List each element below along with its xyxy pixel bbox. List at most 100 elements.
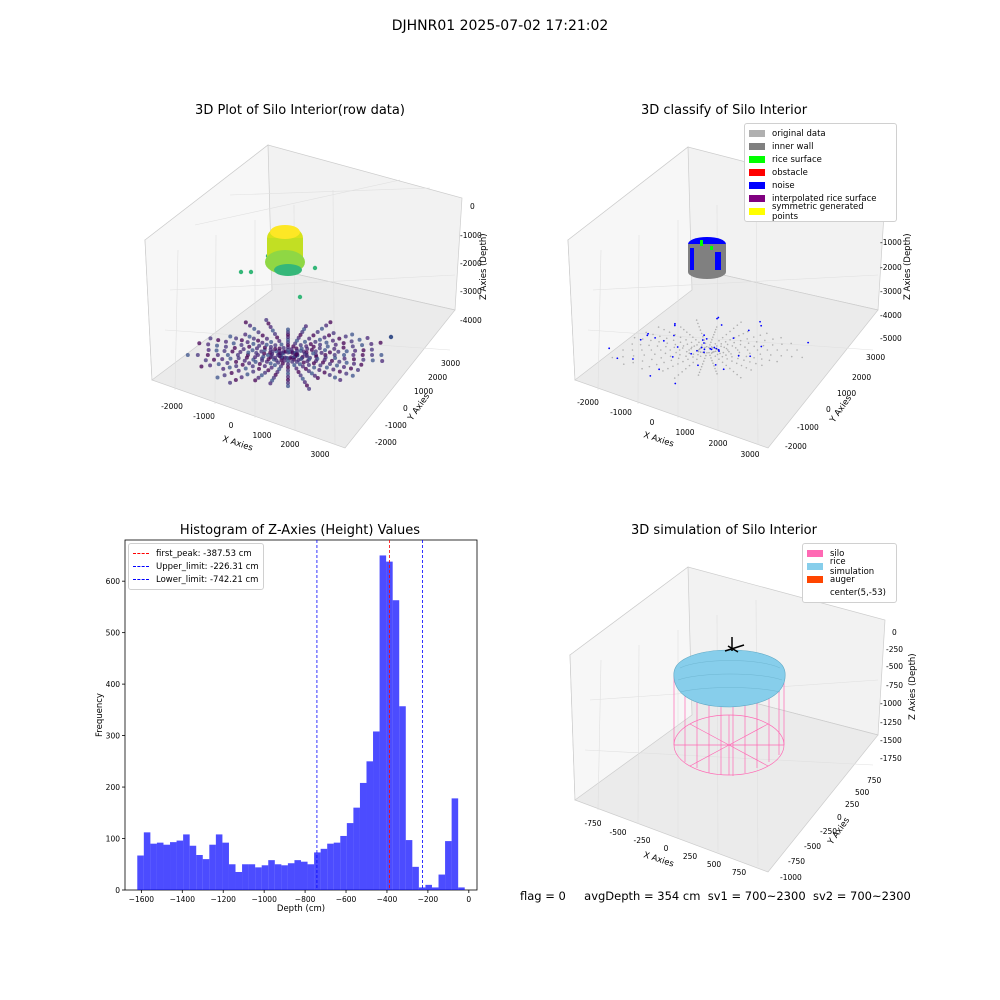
classify-point: [710, 357, 712, 359]
raw-point: [341, 341, 346, 346]
raw-point: [252, 326, 257, 331]
histogram-bar: [320, 848, 328, 890]
classify-noise-point: [703, 351, 705, 354]
raw-point: [344, 349, 349, 354]
classify-point: [706, 351, 708, 354]
raw-point: [215, 375, 220, 380]
legend-line: [133, 579, 149, 580]
classify-noise-point: [700, 346, 703, 349]
classify-point: [679, 326, 682, 328]
raw-ytick: 3000: [441, 359, 460, 368]
classify-point: [712, 336, 714, 339]
simulation-ztick: -1000: [880, 699, 902, 708]
classify-plot-title: 3D classify of Silo Interior: [640, 103, 808, 118]
raw-point: [261, 354, 266, 359]
raw-point: [228, 334, 233, 339]
histogram-bar: [431, 887, 439, 890]
raw-point: [251, 369, 256, 374]
classify-point: [734, 347, 737, 349]
classify-point: [733, 341, 735, 344]
classify-point: [722, 351, 725, 354]
simulation-ztick: 0: [892, 628, 897, 637]
histogram-bar: [294, 860, 301, 890]
raw-point: [361, 357, 366, 362]
raw-point: [315, 376, 320, 381]
raw-point: [319, 326, 324, 331]
classify-point: [744, 346, 746, 348]
raw-point: [264, 318, 269, 323]
histogram-y-tick-label: 100: [106, 835, 121, 844]
raw-point: [266, 321, 271, 326]
simulation-xlabel: X Axies: [642, 850, 675, 869]
raw-point: [312, 365, 317, 370]
classify-noise-point: [715, 347, 718, 350]
classify-point: [658, 340, 660, 343]
classify-noise-point: [654, 336, 657, 339]
classify-ztick: -4000: [880, 311, 902, 320]
classify-noise-point: [646, 334, 649, 337]
classify-noise-point: [662, 339, 665, 342]
raw-point: [348, 366, 353, 371]
classify-point: [709, 344, 711, 346]
legend-label: rice surface: [772, 154, 822, 165]
raw-point: [350, 344, 355, 349]
classify-point: [720, 343, 723, 345]
classify-point: [740, 364, 743, 367]
raw-point: [245, 372, 250, 377]
histogram-bar: [196, 855, 203, 890]
classify-point: [673, 377, 676, 379]
classify-point: [714, 367, 716, 370]
classify-point: [702, 360, 705, 362]
classify-point: [762, 344, 765, 347]
raw-point: [203, 358, 208, 363]
raw-point: [312, 373, 317, 378]
classify-noise-point: [747, 329, 750, 332]
simulation-ytick: -1000: [780, 873, 802, 882]
histogram-x-tick-label: −1600: [129, 895, 155, 904]
classify-point: [725, 347, 728, 350]
legend-item: Lower_limit: -742.21 cm: [133, 573, 259, 586]
simulation-ztick: -750: [886, 681, 903, 690]
simulation-ztick: -1500: [880, 736, 902, 745]
raw-point: [257, 366, 262, 371]
classify-point: [729, 367, 731, 370]
raw-point: [379, 353, 384, 357]
classify-point: [641, 367, 643, 370]
status-sv1: sv1 = 700~2300: [707, 889, 806, 903]
simulation-ytick: -750: [788, 857, 805, 866]
raw-point: [286, 377, 290, 382]
classify-point: [622, 355, 624, 358]
raw-point: [225, 353, 230, 357]
raw-ztick: -1000: [460, 231, 482, 240]
classify-point: [698, 371, 701, 374]
classify-point: [669, 355, 672, 358]
raw-point: [250, 348, 255, 353]
histogram-x-ticks: −1600 −1400 −1200 −1000 −800 −600 −400 −200 0: [129, 890, 471, 904]
classify-point: [701, 363, 704, 365]
raw-point: [317, 368, 322, 373]
simulation-ytick: -250: [820, 827, 837, 836]
classify-point: [631, 349, 634, 351]
raw-point: [309, 347, 314, 352]
raw-point: [296, 335, 301, 340]
raw-point: [290, 359, 295, 364]
histogram-bar: [261, 865, 269, 890]
raw-point: [360, 343, 365, 348]
histogram-bar: [418, 887, 426, 890]
raw-point: [298, 348, 303, 353]
histogram-bar: [412, 866, 419, 890]
raw-point: [341, 364, 346, 369]
classify-point: [690, 341, 693, 344]
legend-swatch: [749, 208, 765, 215]
histogram-bars: [137, 555, 465, 890]
raw-point: [223, 339, 228, 344]
raw-point: [208, 363, 213, 368]
classify-point: [692, 353, 695, 355]
classify-point: [672, 339, 675, 342]
classify-point: [766, 332, 768, 335]
classify-point: [699, 351, 702, 353]
classify-noise-point: [714, 363, 717, 366]
raw-point: [277, 339, 282, 344]
classify-noise-point: [674, 382, 677, 385]
classify-point: [692, 356, 694, 358]
